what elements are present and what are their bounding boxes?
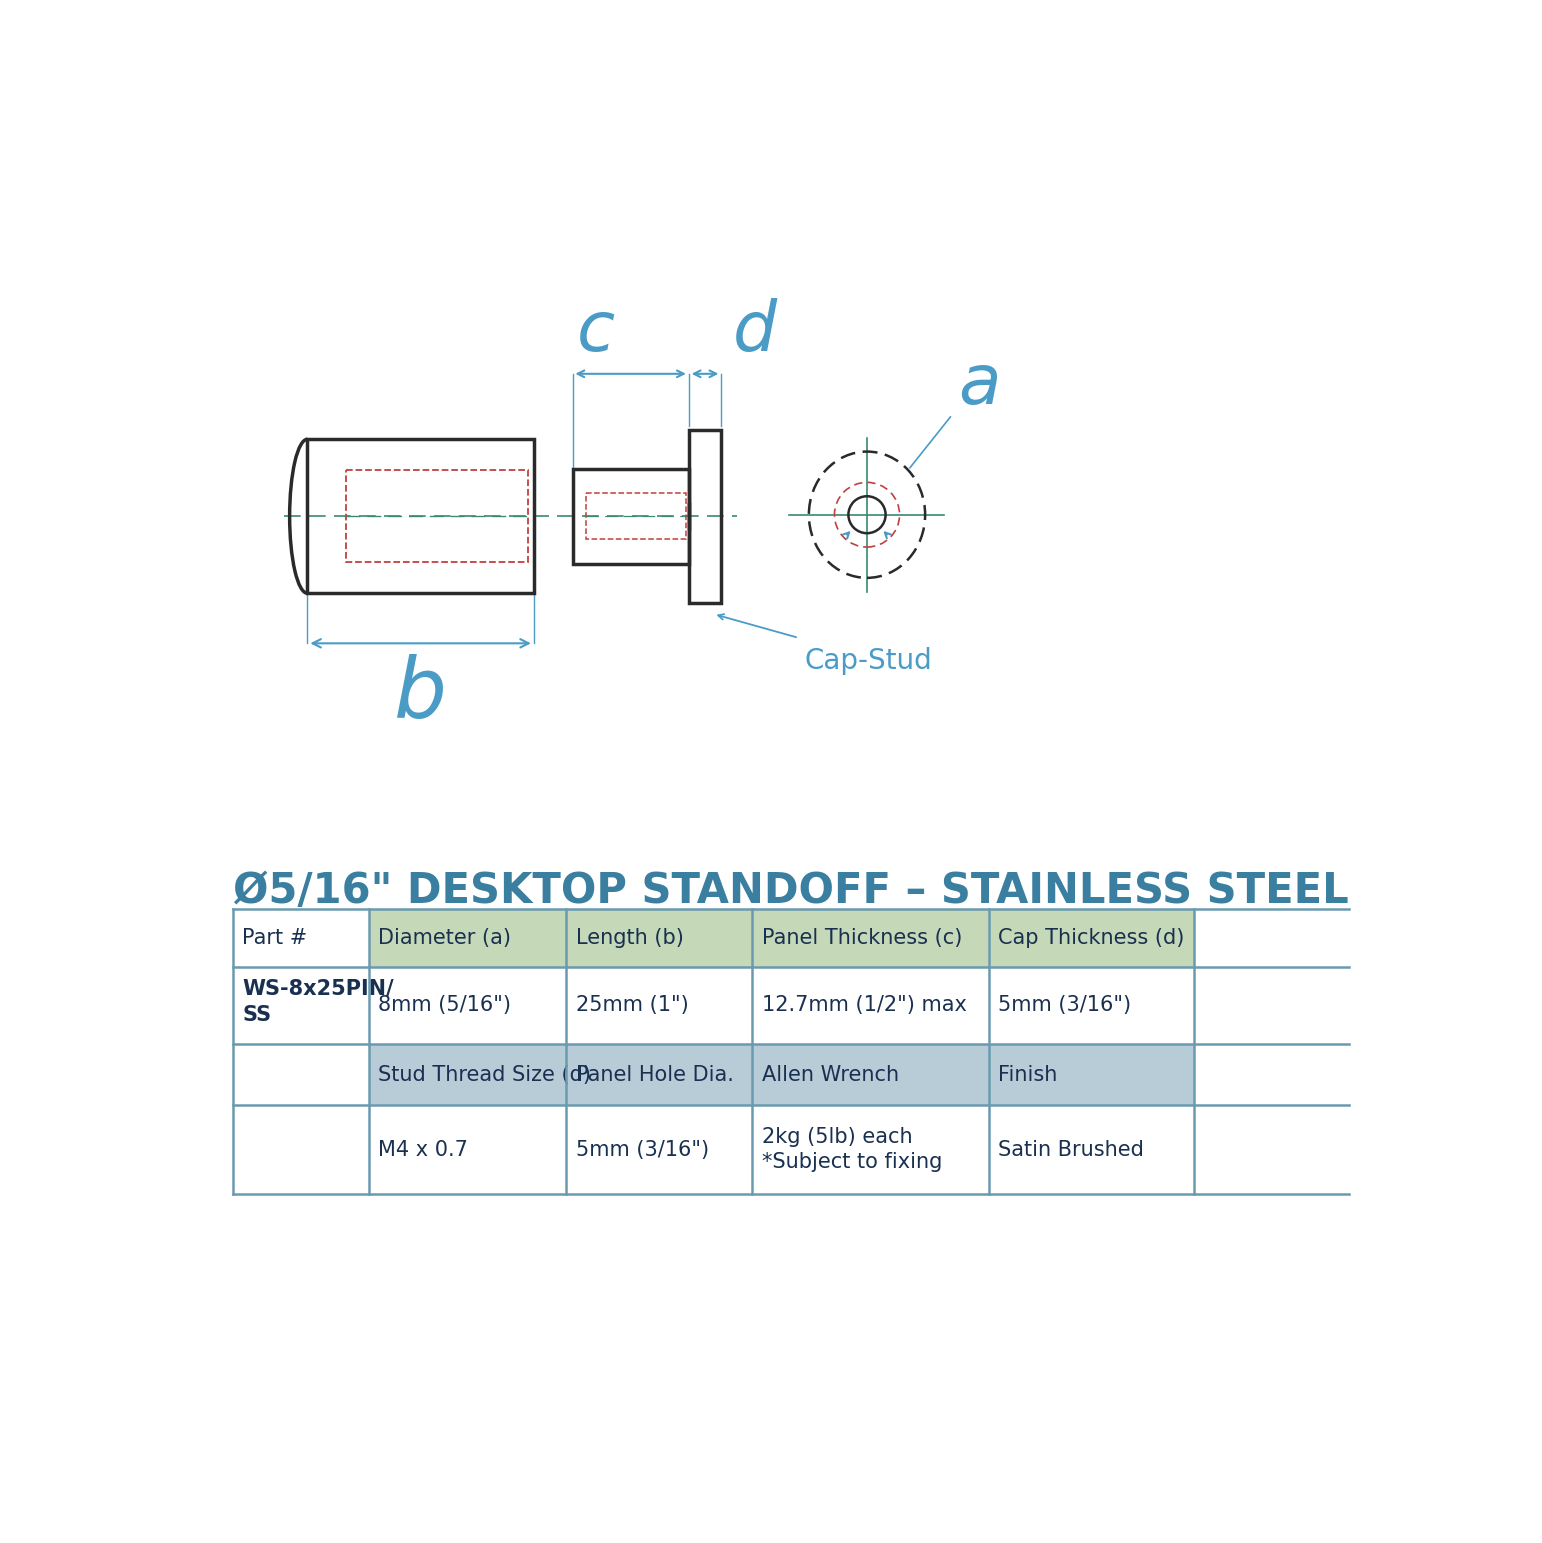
Polygon shape: [752, 909, 988, 967]
Polygon shape: [369, 967, 566, 1043]
Text: 5mm (3/16"): 5mm (3/16"): [575, 1140, 709, 1160]
Text: 8mm (5/16"): 8mm (5/16"): [378, 995, 510, 1015]
Text: M4 x 0.7: M4 x 0.7: [378, 1140, 467, 1160]
Text: 12.7mm (1/2") max: 12.7mm (1/2") max: [762, 995, 967, 1015]
Polygon shape: [566, 967, 752, 1043]
Polygon shape: [752, 1105, 988, 1194]
Text: Satin Brushed: Satin Brushed: [998, 1140, 1144, 1160]
Text: Ø5/16" DESKTOP STANDOFF – STAINLESS STEEL: Ø5/16" DESKTOP STANDOFF – STAINLESS STEE…: [233, 870, 1349, 912]
Text: d: d: [732, 298, 777, 364]
Text: Length (b): Length (b): [575, 927, 683, 947]
Polygon shape: [233, 967, 369, 1043]
Text: c: c: [577, 298, 615, 364]
Text: a: a: [959, 352, 1001, 418]
Polygon shape: [233, 909, 369, 967]
Text: Part #: Part #: [242, 927, 307, 947]
Polygon shape: [988, 967, 1194, 1043]
Text: Allen Wrench: Allen Wrench: [762, 1065, 899, 1085]
Polygon shape: [752, 1043, 988, 1105]
Text: Stud Thread Size (d): Stud Thread Size (d): [378, 1065, 591, 1085]
Polygon shape: [566, 1043, 752, 1105]
Polygon shape: [233, 1043, 369, 1105]
Polygon shape: [369, 1105, 566, 1194]
Polygon shape: [566, 1105, 752, 1194]
Text: Finish: Finish: [998, 1065, 1058, 1085]
Polygon shape: [369, 1043, 566, 1105]
Polygon shape: [566, 909, 752, 967]
Text: Panel Hole Dia.: Panel Hole Dia.: [575, 1065, 734, 1085]
Text: WS-8x25PIN/
SS: WS-8x25PIN/ SS: [242, 978, 393, 1025]
Text: 25mm (1"): 25mm (1"): [575, 995, 688, 1015]
Text: 5mm (3/16"): 5mm (3/16"): [998, 995, 1132, 1015]
Text: Panel Thickness (c): Panel Thickness (c): [762, 927, 962, 947]
Text: Diameter (a): Diameter (a): [378, 927, 510, 947]
Polygon shape: [988, 1043, 1194, 1105]
Polygon shape: [988, 909, 1194, 967]
Polygon shape: [233, 1105, 369, 1194]
Text: Cap Thickness (d): Cap Thickness (d): [998, 927, 1184, 947]
Polygon shape: [369, 909, 566, 967]
Text: 2kg (5lb) each
*Subject to fixing: 2kg (5lb) each *Subject to fixing: [762, 1126, 942, 1173]
Text: b: b: [395, 654, 447, 734]
Polygon shape: [752, 967, 988, 1043]
Text: Cap-Stud: Cap-Stud: [805, 647, 933, 676]
Polygon shape: [988, 1105, 1194, 1194]
